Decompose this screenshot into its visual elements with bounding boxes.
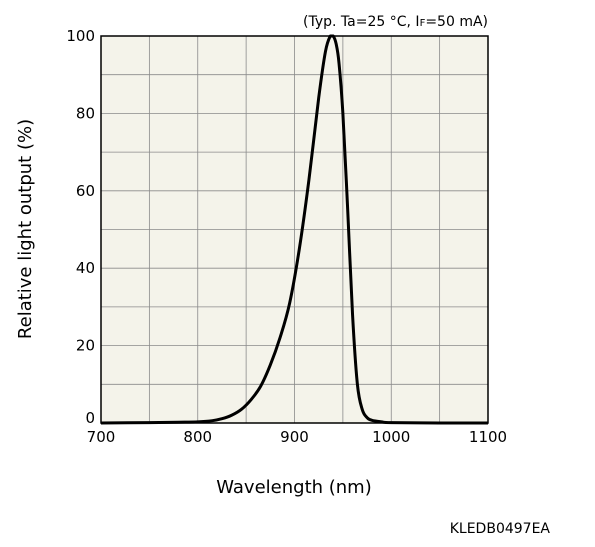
grid [101,36,488,423]
x-tick-label: 1100 [469,428,507,446]
figure-code: KLEDB0497EA [450,521,551,537]
y-tick-label: 0 [85,409,95,427]
y-tick-label: 80 [76,104,95,122]
x-axis-ticks: 700 800 900 1000 1100 [87,428,507,446]
y-tick-label: 40 [76,259,95,277]
x-tick-label: 900 [280,428,309,446]
measurement-condition: (Typ. Ta=25 °C, IF=50 mA) [303,14,488,30]
y-axis-title: Relative light output (%) [15,119,36,339]
y-tick-label: 60 [76,182,95,200]
x-axis-title: Wavelength (nm) [216,477,372,498]
x-tick-label: 800 [183,428,212,446]
plot-frame [100,35,489,424]
y-axis-ticks: 0 20 40 60 80 100 [66,27,95,427]
x-tick-label: 700 [87,428,116,446]
y-tick-label: 100 [66,27,95,45]
y-tick-label: 20 [76,337,95,355]
x-tick-label: 1000 [372,428,410,446]
series-line [100,34,489,425]
